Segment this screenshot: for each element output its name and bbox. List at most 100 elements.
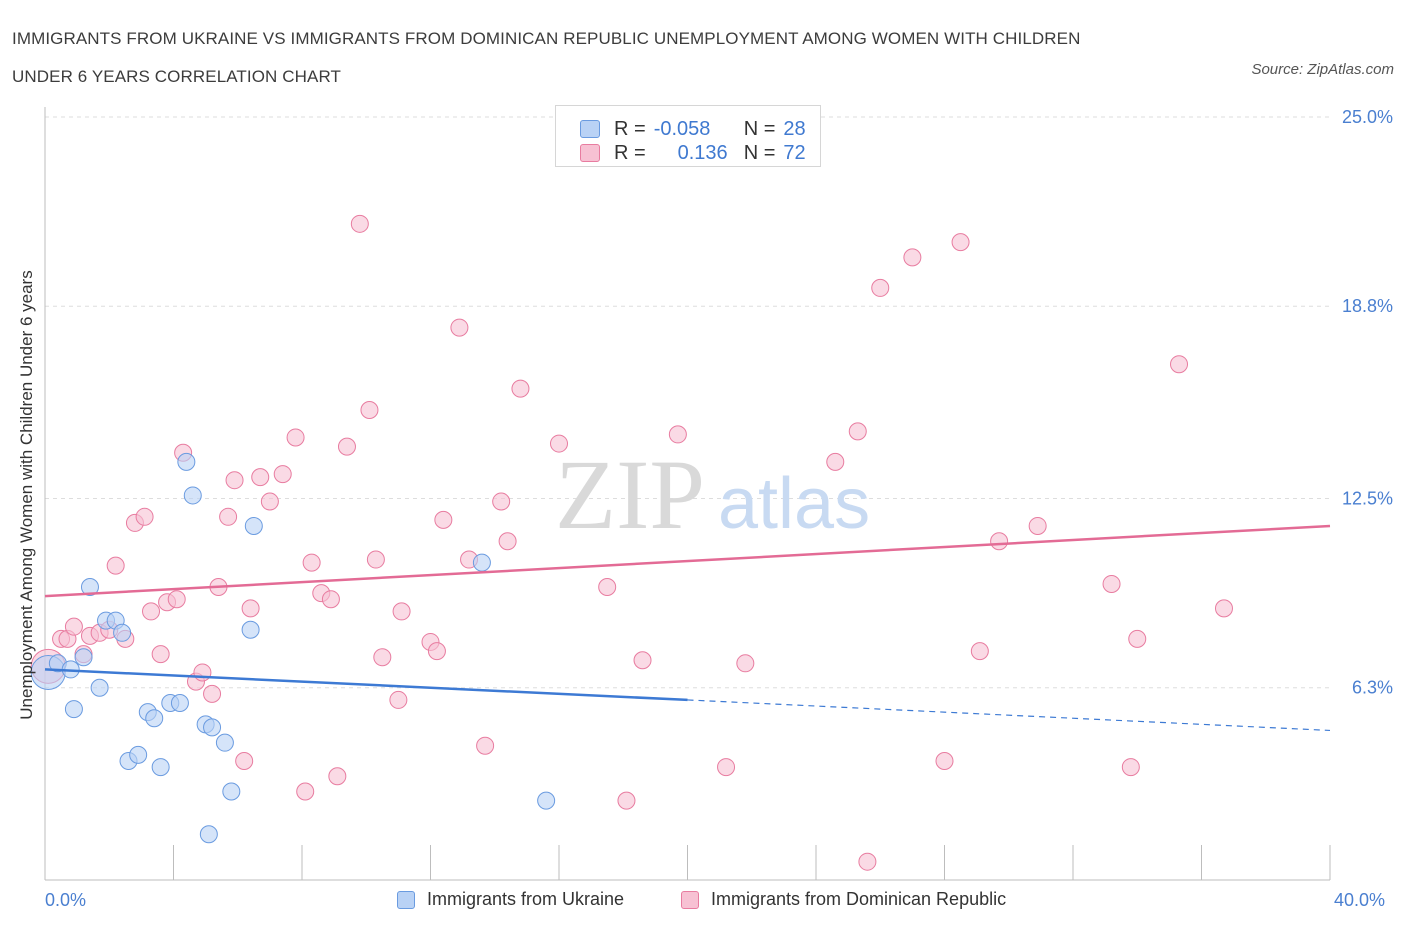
- dominican-point: [219, 507, 238, 526]
- ukraine-point: [244, 516, 263, 535]
- ukraine-point: [215, 733, 234, 752]
- dominican-point: [858, 852, 877, 871]
- y-tick-label: 18.8%: [1342, 296, 1393, 316]
- dominican-point: [1028, 516, 1047, 535]
- ukraine-point: [80, 578, 99, 597]
- dominican-point: [321, 590, 340, 609]
- dominican-point: [273, 465, 292, 484]
- y-axis-label: Unemployment Among Women with Children U…: [17, 270, 36, 720]
- y-tick-label: 6.3%: [1352, 678, 1393, 698]
- ukraine-point: [183, 486, 202, 505]
- dominican-point: [260, 492, 279, 511]
- trend-line-ukraine-extrapolated: [687, 699, 1331, 732]
- r-value-ukraine: -0.058: [653, 117, 711, 140]
- dominican-point: [1214, 599, 1233, 618]
- dominican-point: [427, 642, 446, 661]
- dominican-point: [450, 318, 469, 337]
- ukraine-point: [113, 623, 132, 642]
- dominican-point: [328, 767, 347, 786]
- dominican-point: [337, 437, 356, 456]
- chart-title: IMMIGRANTS FROM UKRAINE VS IMMIGRANTS FR…: [12, 20, 1212, 96]
- stats-legend-box: R = -0.058 N = 28 R = 0.136 N = 72: [555, 105, 821, 167]
- ukraine-point: [170, 693, 189, 712]
- dominican-point: [951, 233, 970, 252]
- ukraine-point: [222, 782, 241, 801]
- dominican-point: [225, 471, 244, 490]
- legend-item-ukraine[interactable]: Immigrants from Ukraine: [397, 889, 624, 910]
- trend-lines: [44, 524, 1331, 732]
- legend-label-ukraine: Immigrants from Ukraine: [427, 889, 625, 909]
- dominican-point: [935, 751, 954, 770]
- dominican-point: [142, 602, 161, 621]
- dominican-point: [970, 642, 989, 661]
- dominican-point: [1102, 574, 1121, 593]
- dominican-point: [106, 556, 125, 575]
- trend-line-dominican: [44, 524, 1331, 598]
- watermark-zip: ZIP: [555, 439, 705, 550]
- ukraine-point: [129, 745, 148, 764]
- dominican-point: [434, 510, 453, 529]
- dominican-point: [903, 248, 922, 267]
- legend-swatch-dominican: [681, 890, 699, 909]
- ukraine-point: [74, 648, 93, 667]
- dominican-point: [302, 553, 321, 572]
- dominican-point: [151, 645, 170, 664]
- dominican-point: [990, 532, 1009, 551]
- dominican-point: [498, 532, 517, 551]
- ukraine-point: [177, 452, 196, 471]
- dominican-swatch: [580, 144, 600, 162]
- n-label-ukraine: N =: [743, 117, 776, 140]
- bottom-legend: Immigrants from Ukraine Immigrants from …: [0, 889, 1406, 917]
- y-tick-label: 12.5%: [1342, 489, 1393, 509]
- ukraine-point: [472, 553, 491, 572]
- dominican-point: [633, 651, 652, 670]
- ukraine-point: [151, 758, 170, 777]
- r-label-dominican: R =: [614, 141, 646, 164]
- source-label: Source: ZipAtlas.com: [1251, 61, 1394, 78]
- dominican-point: [1128, 629, 1147, 648]
- watermark-atlas: atlas: [718, 464, 870, 544]
- legend-swatch-ukraine: [397, 890, 415, 909]
- legend-label-dominican: Immigrants from Dominican Republic: [711, 889, 1007, 909]
- dominican-point: [717, 758, 736, 777]
- dominican-point: [360, 400, 379, 419]
- r-label-ukraine: R =: [614, 117, 646, 140]
- ukraine-point: [64, 700, 83, 719]
- dominican-point: [826, 452, 845, 471]
- n-label-dominican: N =: [743, 141, 776, 164]
- dominican-point: [235, 751, 254, 770]
- chart-title-line2: UNDER 6 YEARS CORRELATION CHART: [12, 67, 341, 86]
- legend-item-dominican[interactable]: Immigrants from Dominican Republic: [681, 889, 1006, 910]
- dominican-point: [135, 507, 154, 526]
- chart-title-line1: IMMIGRANTS FROM UKRAINE VS IMMIGRANTS FR…: [12, 29, 1081, 48]
- x-tick-label-max: 40.0%: [1334, 890, 1386, 910]
- ukraine-swatch: [580, 120, 600, 138]
- dominican-point: [848, 422, 867, 441]
- dominican-point: [64, 617, 83, 636]
- stats-row-dominican: R = 0.136 N = 72: [580, 140, 806, 166]
- dominican-point: [167, 590, 186, 609]
- dominican-point: [1170, 355, 1189, 374]
- dominican-point: [286, 428, 305, 447]
- ukraine-point: [90, 678, 109, 697]
- ukraine-point: [537, 791, 556, 810]
- dominican-point: [492, 492, 511, 511]
- dominican-point: [389, 690, 408, 709]
- dominican-point: [511, 379, 530, 398]
- dominican-point: [550, 434, 568, 453]
- ukraine-point: [199, 825, 218, 844]
- y-tick-labels: 6.3% 12.5% 18.8% 25.0%: [1342, 107, 1393, 698]
- y-tick-label: 25.0%: [1342, 107, 1393, 127]
- grid-lines: [45, 116, 1330, 689]
- dominican-point: [617, 791, 636, 810]
- stats-row-ukraine: R = -0.058 N = 28: [580, 116, 806, 142]
- n-value-dominican: 72: [783, 141, 806, 164]
- dominican-point: [241, 599, 260, 618]
- ukraine-point: [203, 718, 222, 737]
- axes: [44, 107, 1331, 881]
- dominican-point: [598, 578, 617, 597]
- dominican-point: [366, 550, 385, 569]
- r-value-dominican: 0.136: [677, 141, 728, 164]
- dominican-point: [392, 602, 411, 621]
